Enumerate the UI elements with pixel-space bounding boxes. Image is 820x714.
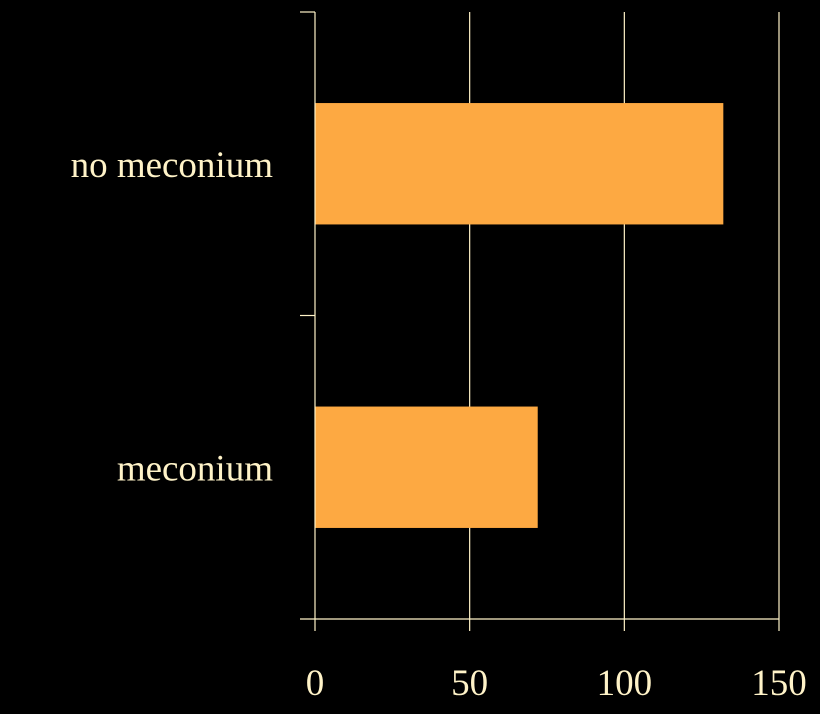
- bars: [315, 103, 724, 528]
- bar-meconium: [315, 406, 538, 528]
- x-tick-label-0: 0: [306, 663, 325, 704]
- x-tick-label-2: 100: [597, 663, 653, 704]
- category-label-0: no meconium: [71, 145, 274, 186]
- labels: 0 50 100 150 no meconium meconium: [71, 145, 807, 704]
- axes: [300, 11, 780, 631]
- bar-no-meconium: [315, 103, 724, 225]
- category-label-1: meconium: [117, 448, 273, 489]
- x-tick-label-1: 50: [451, 663, 488, 704]
- x-tick-label-3: 150: [751, 663, 807, 704]
